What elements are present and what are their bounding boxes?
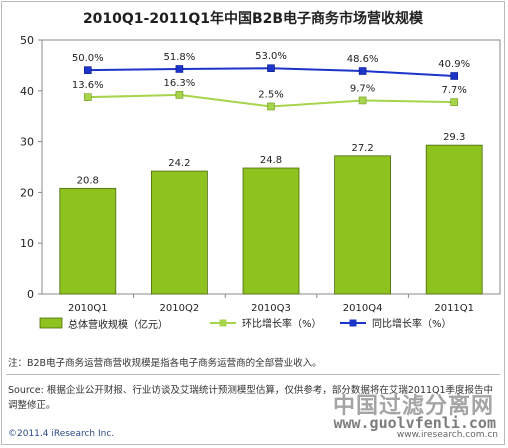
series-marker [267,64,275,73]
copyright-text: ©2011.4 iResearch Inc. [8,429,115,439]
legend-line-label: 同比增长率（%） [372,317,452,330]
x-category-label: 2010Q4 [343,303,383,314]
y-tick-label: 20 [20,186,34,199]
rate-label: 53.0% [255,51,287,62]
series-marker [450,72,459,80]
legend-line-label: 环比增长率（%） [242,317,322,330]
y-tick-label: 50 [20,34,34,47]
source-text: Source: 根据企业公开财报、行业访谈及艾瑞统计预测模型估算，仅供参考，部分… [8,385,494,411]
bar-value-label: 24.8 [260,155,282,166]
watermark-chinese: 中国过滤分离网 [332,394,494,419]
x-category-label: 2010Q2 [160,303,200,314]
bar [334,155,392,295]
y-tick-label: 40 [20,85,34,98]
bar-value-label: 27.2 [351,143,373,154]
rate-label: 16.3% [164,78,196,89]
series-marker [450,98,459,106]
rate-label: 2.5% [258,89,283,100]
bar-value-label: 20.8 [77,175,99,186]
series-marker [358,96,367,105]
bar [242,167,300,295]
legend-line-marker [349,319,357,327]
rate-label: 51.8% [164,52,196,63]
y-tick-label: 30 [20,136,34,149]
rate-label: 50.0% [72,53,104,64]
y-tick-label: 0 [27,288,34,301]
bar [59,187,117,295]
legend-bar-swatch [39,317,63,329]
divider-line [6,374,500,375]
rate-label: 48.6% [347,54,379,65]
bar-value-label: 24.2 [168,158,190,169]
y-tick-label: 10 [20,237,34,250]
rate-label: 13.6% [72,80,104,91]
series-marker [358,67,367,75]
legend-bar-label: 总体营收规模（亿元） [68,318,168,331]
bar [425,144,483,295]
bar [150,170,208,295]
chart-note: 注：B2B电子商务运营商营收规模是指各电子商务运营商的全部营业收入。 [8,358,322,369]
rate-label: 40.9% [438,59,470,70]
legend-line-marker [219,319,227,327]
series-marker [267,102,275,111]
series-marker [84,93,92,101]
watermark-url: www.guolvfenli.com [333,414,496,432]
rate-label: 7.7% [441,85,466,96]
series-marker [175,65,184,73]
x-category-label: 2010Q3 [251,303,291,314]
x-category-label: 2010Q1 [68,303,108,314]
site-url: www.iresearch.com.cn [396,430,498,440]
bar-value-label: 29.3 [443,132,465,143]
chart-title: 2010Q1-2011Q1年中国B2B电子商务市场营收规模 [82,11,424,27]
series-marker [175,91,184,99]
x-category-label: 2011Q1 [434,303,474,314]
rate-label: 9.7% [350,83,375,94]
series-marker [84,66,92,74]
